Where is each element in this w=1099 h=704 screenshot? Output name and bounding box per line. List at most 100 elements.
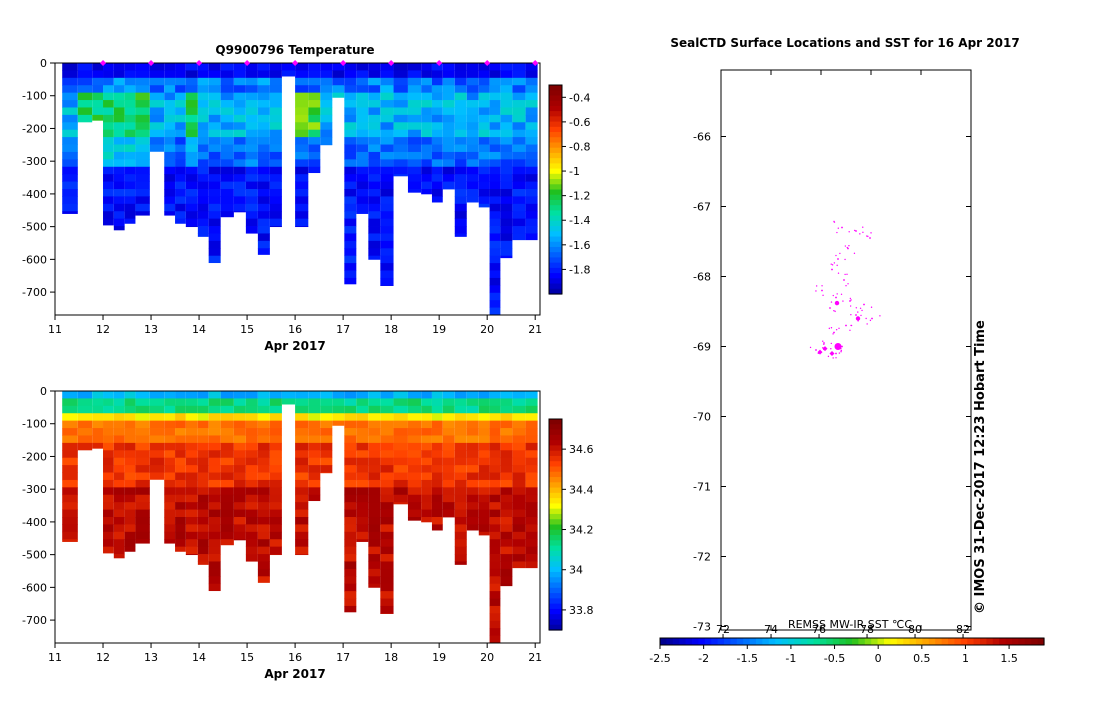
salinity-cell [257,502,270,510]
temperature-cell [149,114,165,123]
temperature-colorbar-segment [549,189,562,196]
salinity-cell [175,405,186,414]
salinity-cell [135,405,150,414]
salinity-cell [164,442,176,451]
location-point [838,327,840,330]
salinity-colorbar-tick-label: 34.4 [569,483,594,496]
temperature-cell [380,151,394,160]
temperature-cell [466,196,479,203]
temperature-cell [295,181,309,190]
salinity-cell [478,442,490,451]
temperature-cell [175,107,186,116]
salinity-cell [175,524,186,533]
temperature-cell [344,189,357,197]
salinity-cell [393,391,408,399]
salinity-cell [489,502,501,510]
temperature-cell [103,85,114,94]
salinity-cell [149,428,165,436]
salinity-cell [308,420,321,429]
salinity-colorbar-tick-label: 34.6 [569,443,594,456]
x-tick-label: 11 [48,651,62,664]
salinity-cell [175,465,186,473]
temperature-cell [149,63,165,71]
salinity-colorbar-segment [549,603,562,610]
temperature-cell [393,137,408,145]
salinity-colorbar-segment [549,487,562,494]
salinity-cell [380,531,394,540]
salinity-cell [135,531,150,540]
temperature-colorbar-tick-label: -0.4 [569,91,590,104]
temperature-cell [164,189,176,197]
temperature-cell [220,166,234,175]
salinity-cell [257,479,270,488]
salinity-cell [208,517,221,525]
temperature-cell [197,218,209,227]
temperature-cell [478,85,490,94]
temperature-cell [269,159,282,168]
salinity-cell [185,539,198,548]
salinity-cell [197,420,209,429]
location-point [836,264,838,267]
temperature-cell [368,151,381,160]
salinity-cell [103,517,114,525]
salinity-cell [233,502,246,510]
salinity-cell [164,435,176,444]
temperature-cell [478,137,490,145]
salinity-cell [257,517,270,525]
salinity-cell [478,450,490,459]
salinity-cell [197,435,209,444]
salinity-cell [135,435,150,444]
temperature-cell [197,151,209,160]
temperature-cell [344,270,357,279]
salinity-cell [368,583,381,588]
temperature-cell [62,211,78,214]
temperature-cell [62,107,78,116]
salinity-cell [149,450,165,459]
temperature-cell [380,226,394,234]
temperature-cell [220,144,234,153]
salinity-cell [478,413,490,422]
salinity-cell [295,435,309,444]
temperature-cell [431,166,443,175]
sst-f-tick-label: 82 [956,623,970,636]
temperature-cell [500,211,513,220]
salinity-cell [525,465,538,473]
salinity-cell [368,561,381,570]
salinity-cell [175,502,186,510]
temperature-cell [135,70,150,79]
temperature-cell [164,203,176,212]
salinity-cell [62,524,78,533]
salinity-cell [208,568,221,577]
temperature-cell [308,100,321,108]
salinity-cell [380,457,394,466]
salinity-cell [308,413,321,422]
salinity-cell [62,391,78,399]
temperature-cell [113,129,125,138]
sst-colorbar-segment [1012,638,1019,645]
location-point [830,342,833,345]
location-point [843,279,845,281]
temperature-colorbar-segment [549,158,562,164]
profile-marker [484,60,491,66]
salinity-cell [512,391,526,399]
salinity-cell [175,457,186,466]
salinity-colorbar-segment [549,419,562,425]
temperature-cell [208,85,221,94]
temperature-cell [103,114,114,123]
salinity-cell [135,479,150,488]
location-point [849,297,852,300]
temperature-cell [269,166,282,175]
x-tick-label: 17 [336,651,350,664]
salinity-colorbar-segment [549,524,562,531]
temperature-x-ticks: 11 12 13 14 15 16 17 18 19 20 21 [48,315,542,336]
location-point [862,231,864,234]
salinity-cell [124,420,136,429]
salinity-cell [62,487,78,496]
temperature-cell [295,189,309,197]
temperature-cell [245,226,258,234]
salinity-cell [113,413,125,422]
temperature-cell [380,92,394,101]
temperature-cell [124,196,136,205]
temperature-cell [380,174,394,182]
salinity-cell [220,479,234,488]
